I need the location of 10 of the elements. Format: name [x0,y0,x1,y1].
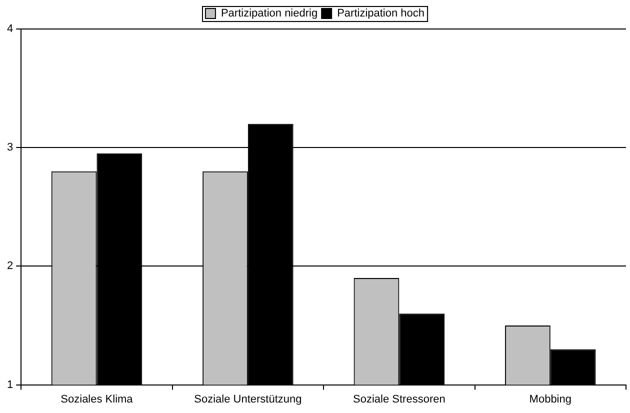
y-tick-label: 3 [6,142,14,154]
y-tick-label: 4 [6,23,14,36]
x-tick-label: Soziale Stressoren [353,393,446,406]
x-tick-label: Soziale Unterstützung [194,393,302,406]
x-tick-label: Mobbing [529,393,572,406]
y-tick-label: 1 [6,378,14,391]
x-tick-label: Soziales Klima [60,393,134,406]
y-tick-label: 2 [6,260,14,272]
legend-label: Partizipation niedrig [220,8,318,20]
legend-label: Partizipation hoch [337,8,425,20]
